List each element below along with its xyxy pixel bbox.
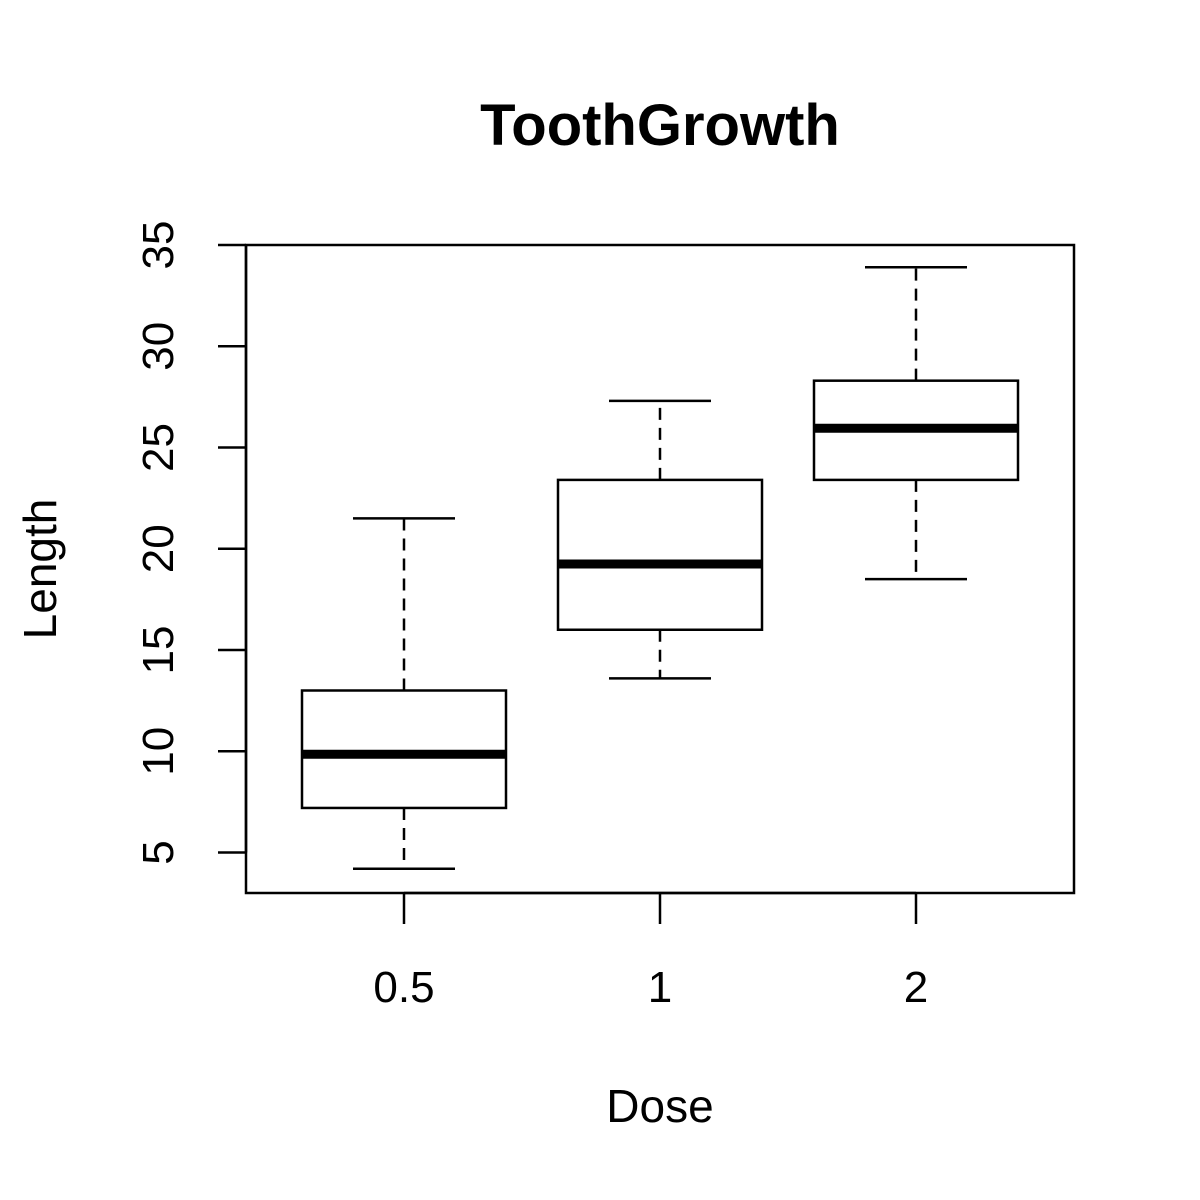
- y-axis-label: Length: [14, 499, 66, 640]
- y-tick-label: 35: [134, 221, 183, 270]
- box-group-0.5: [300, 517, 508, 870]
- interquartile-box: [556, 478, 764, 631]
- x-tick-label: 0.5: [373, 963, 434, 1012]
- box-group-1: [556, 399, 764, 680]
- chart-title: ToothGrowth: [480, 93, 840, 158]
- y-tick-label: 5: [134, 840, 183, 864]
- y-axis: 5 10 15 20 25 30 35: [134, 221, 248, 865]
- x-tick-label: 1: [648, 963, 672, 1012]
- x-axis: 0.5 1 2: [373, 891, 928, 1012]
- y-tick-label: 25: [134, 423, 183, 472]
- box-series: [300, 266, 1020, 870]
- interquartile-box: [300, 689, 508, 810]
- y-tick-label: 15: [134, 626, 183, 675]
- y-tick-label: 20: [134, 524, 183, 573]
- box-group-2: [812, 266, 1020, 581]
- y-tick-label: 30: [134, 322, 183, 371]
- x-tick-label: 2: [904, 963, 928, 1012]
- x-axis-label: Dose: [606, 1080, 713, 1132]
- y-tick-label: 10: [134, 727, 183, 776]
